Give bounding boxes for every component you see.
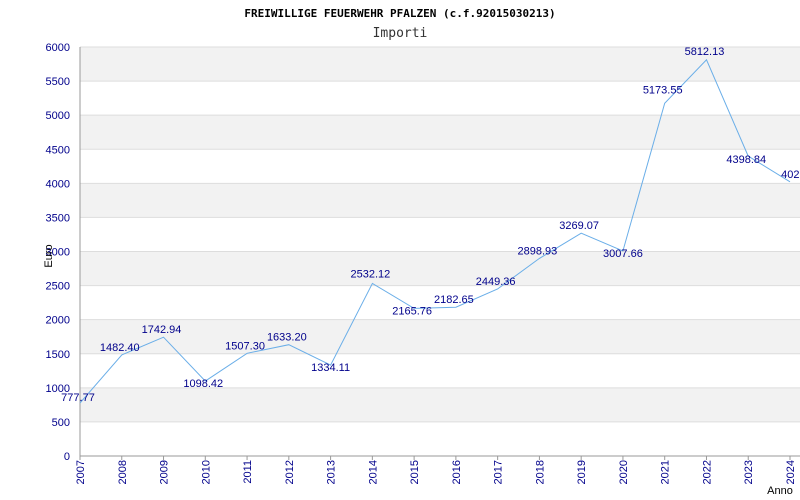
- grid-band: [80, 183, 800, 218]
- data-label: 3269.07: [559, 220, 599, 232]
- chart-title: FREIWILLIGE FEUERWEHR PFALZEN (c.f.92015…: [244, 7, 555, 20]
- data-label: 4398.84: [726, 154, 766, 166]
- data-label: 1633.20: [267, 332, 307, 344]
- y-tick-label: 4500: [46, 144, 70, 156]
- data-label: 2165.76: [392, 305, 432, 317]
- grid-bands: [80, 47, 800, 456]
- grid-band: [80, 115, 800, 150]
- grid-band: [80, 285, 800, 320]
- data-label: 2182.65: [434, 294, 474, 306]
- x-tick-label: 2011: [242, 460, 254, 484]
- x-tick-label: 2022: [701, 460, 713, 484]
- grid-band: [80, 421, 800, 456]
- y-tick-label: 1500: [46, 349, 70, 361]
- y-tick-label: 5500: [46, 76, 70, 88]
- y-tick-label: 500: [52, 417, 70, 429]
- y-tick-label: 0: [64, 451, 70, 463]
- x-tick-label: 2024: [785, 460, 797, 484]
- x-tick-label: 2012: [284, 460, 296, 484]
- y-tick-label: 3500: [46, 212, 70, 224]
- series-line: [79, 58, 791, 404]
- data-label: 2532.12: [350, 268, 390, 280]
- grid-band: [80, 251, 800, 286]
- grid-band: [80, 149, 800, 184]
- x-tick-label: 2019: [576, 460, 588, 484]
- grid-band: [80, 81, 800, 116]
- x-tick-label: 2008: [117, 460, 129, 484]
- data-label: 5812.13: [685, 46, 725, 58]
- y-tick-labels: 0 500 1000 1500 2000 2500 3000 3500 4000 4500 5000…: [46, 42, 70, 463]
- x-tick-label: 2017: [493, 460, 505, 484]
- y-tick-label: 5000: [46, 110, 70, 122]
- data-label: 2449.36: [476, 276, 516, 288]
- data-label: 3007.66: [603, 248, 643, 260]
- x-tick-label: 2023: [743, 460, 755, 484]
- x-tick-label: 2018: [534, 460, 546, 484]
- x-axis-label: Anno: [767, 485, 793, 497]
- data-label: 1334.11: [311, 362, 350, 374]
- x-tick-label: 2015: [409, 460, 421, 484]
- x-tick-label: 2016: [451, 460, 463, 484]
- data-label: 777.77: [61, 392, 95, 404]
- x-tick-label: 2010: [200, 460, 212, 484]
- data-label: 4021.8: [781, 169, 800, 181]
- grid-band: [80, 387, 800, 422]
- grid-band: [80, 47, 800, 82]
- x-tick-label: 2020: [618, 460, 630, 484]
- grid-band: [80, 353, 800, 388]
- x-tick-label: 2014: [367, 460, 379, 484]
- y-axis-label: Euro: [43, 244, 55, 267]
- x-tick-label: 2021: [660, 460, 672, 484]
- y-tick-label: 2000: [46, 315, 70, 327]
- data-label: 2898.93: [518, 245, 558, 257]
- y-tick-label: 6000: [46, 42, 70, 54]
- x-tick-label: 2007: [75, 460, 87, 484]
- data-label: 5173.55: [643, 84, 683, 96]
- x-tick-label: 2013: [326, 460, 338, 484]
- chart-subtitle: Importi: [373, 26, 428, 41]
- y-tick-label: 4000: [46, 178, 70, 190]
- y-tick-label: 3000: [46, 247, 70, 259]
- data-label: 1507.30: [225, 340, 265, 352]
- data-label: 1482.40: [100, 342, 140, 354]
- y-tick-label: 1000: [46, 383, 70, 395]
- x-tick-label: 2009: [159, 460, 171, 484]
- data-label: 1098.42: [183, 378, 223, 390]
- y-tick-label: 2500: [46, 281, 70, 293]
- grid-band: [80, 217, 800, 252]
- grid-band: [80, 319, 800, 354]
- data-label: 1742.94: [142, 324, 182, 336]
- x-tick-labels: 2007 2008 2009 2010 2011 2012 2013 2014 2015 2016…: [75, 456, 797, 484]
